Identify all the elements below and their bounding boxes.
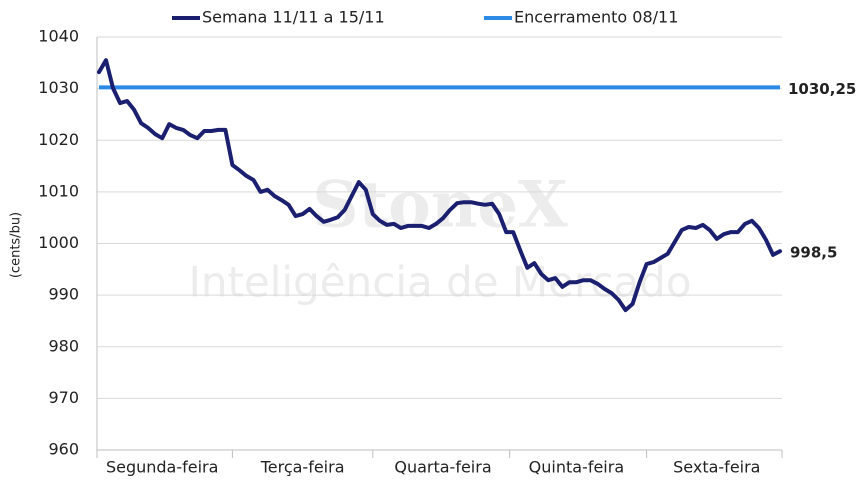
y-tick-label: 1030 [38, 78, 79, 97]
reference-label: 1030,25 [788, 80, 856, 98]
x-tick-label: Quinta-feira [529, 458, 624, 477]
legend-label: Semana 11/11 a 15/11 [202, 8, 385, 27]
x-tick-label: Quarta-feira [394, 458, 491, 477]
y-tick-label: 970 [48, 388, 79, 407]
y-tick-label: 1020 [38, 130, 79, 149]
x-tick-label: Segunda-feira [106, 458, 218, 477]
y-tick-label: 990 [48, 285, 79, 304]
y-tick-label: 980 [48, 336, 79, 355]
x-tick-label: Terça-feira [260, 458, 345, 477]
y-tick-label: 1040 [38, 27, 79, 46]
x-tick-label: Sexta-feira [673, 458, 760, 477]
y-axis-label: (cents/bu) [9, 212, 24, 278]
legend-label: Encerramento 08/11 [514, 8, 678, 27]
watermark-tagline: Inteligência de Mercado [188, 258, 691, 307]
last-value-label: 998,5 [790, 244, 837, 262]
watermark-brand: StoneX [312, 168, 568, 243]
y-tick-label: 960 [48, 440, 79, 459]
y-tick-label: 1000 [38, 233, 79, 252]
y-tick-label: 1010 [38, 181, 79, 200]
series-line [97, 58, 782, 313]
